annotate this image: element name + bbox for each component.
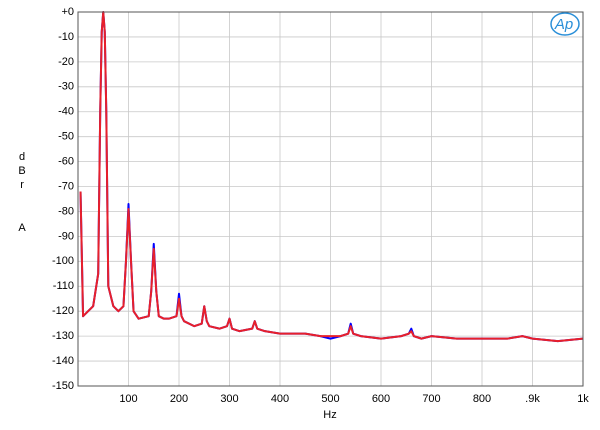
- y-tick-label: +0: [61, 6, 74, 18]
- y-tick-label: -80: [58, 205, 74, 217]
- y-tick-label: -140: [52, 355, 74, 367]
- y-tick-label: -90: [58, 230, 74, 242]
- x-tick-label: 200: [170, 393, 188, 405]
- y-tick-label: -110: [53, 280, 74, 292]
- x-tick-label: 1k: [577, 393, 589, 405]
- series-line: [79, 11, 584, 343]
- y-tick-label: -20: [58, 56, 74, 68]
- y-tick-label: -10: [58, 31, 74, 43]
- y-axis-label-unit: A: [18, 222, 26, 234]
- logo-text: Ap: [554, 16, 573, 33]
- y-tick-label: -100: [52, 255, 74, 267]
- y-axis-label: dBr: [16, 151, 28, 193]
- x-tick-label: 400: [271, 393, 289, 405]
- y-tick-label: -30: [58, 81, 74, 93]
- y-tick-label: -40: [58, 106, 74, 118]
- x-tick-label: 800: [473, 393, 491, 405]
- y-tick-label: -150: [52, 380, 74, 392]
- y-tick-label: -50: [58, 131, 74, 143]
- y-tick-label: -70: [58, 180, 74, 192]
- plot: [79, 11, 584, 343]
- x-tick-label: 100: [119, 393, 137, 405]
- x-tick-label: 500: [321, 393, 339, 405]
- logo: Ap: [550, 12, 580, 36]
- y-tick-label: -130: [52, 330, 74, 342]
- y-tick-label: -60: [58, 156, 74, 168]
- x-axis-label: Hz: [323, 409, 336, 421]
- plot-frame: [77, 11, 584, 387]
- x-tick-label: .9k: [525, 393, 540, 405]
- x-tick-label: 700: [422, 393, 440, 405]
- y-tick-label: -120: [52, 305, 74, 317]
- logo-ring: [550, 12, 580, 36]
- x-tick-label: 300: [220, 393, 238, 405]
- x-tick-label: 600: [372, 393, 390, 405]
